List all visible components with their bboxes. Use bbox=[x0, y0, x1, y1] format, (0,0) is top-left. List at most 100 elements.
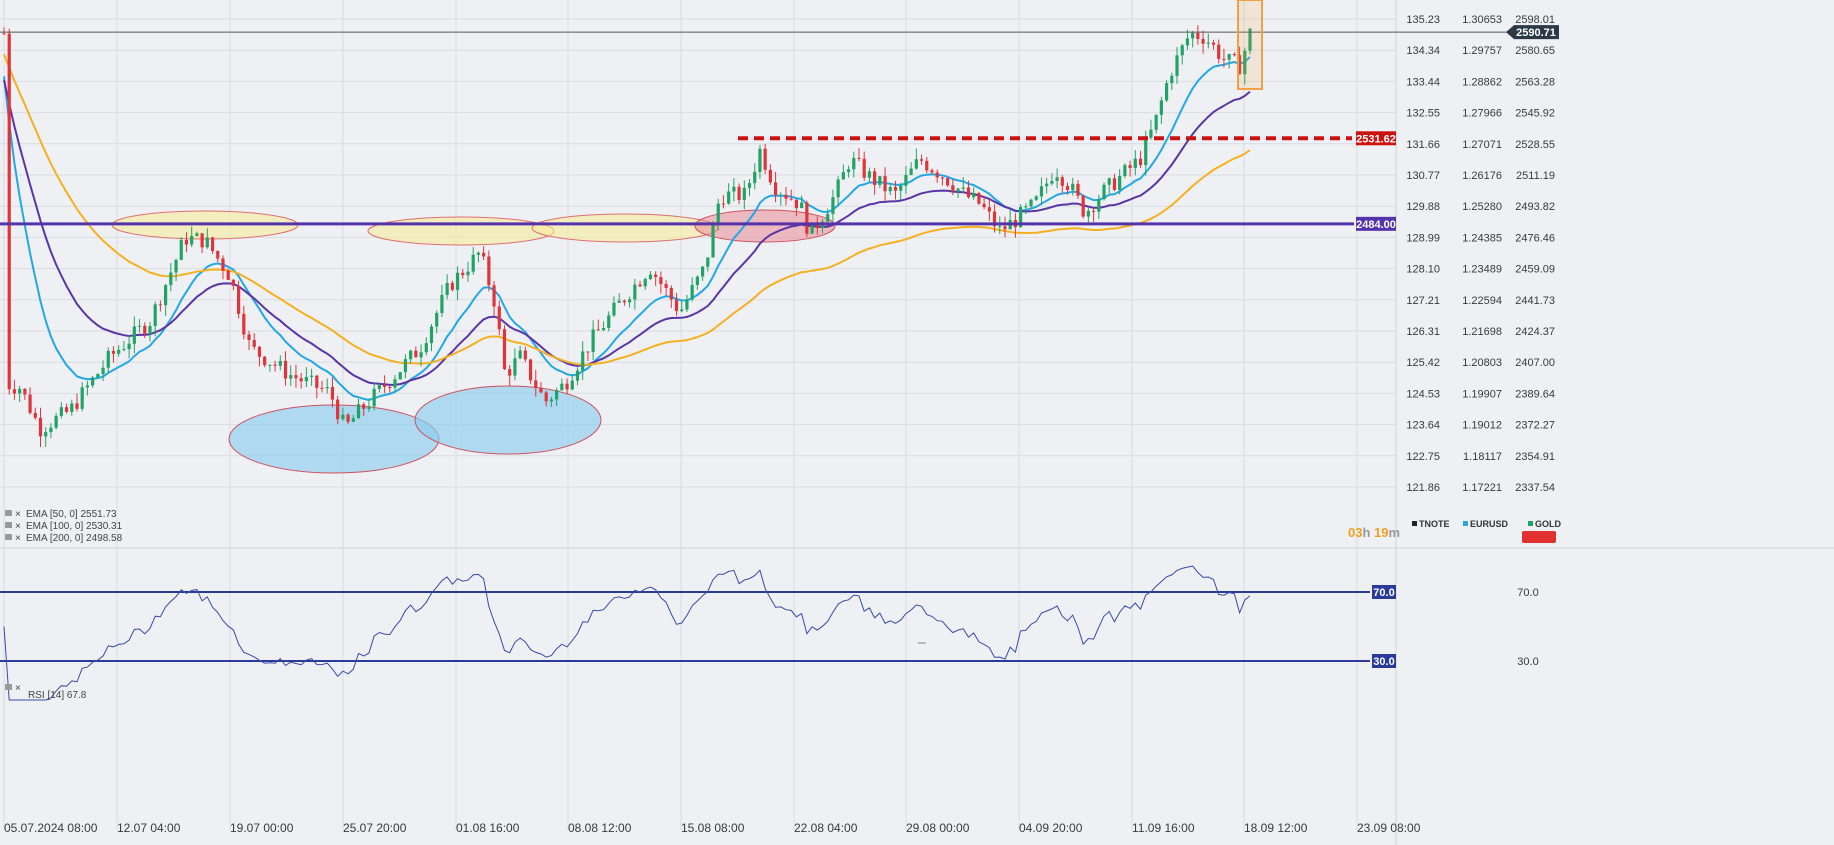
candle-body bbox=[28, 394, 32, 413]
candle-body bbox=[862, 158, 866, 178]
legend-icon bbox=[5, 510, 12, 516]
candle-body bbox=[273, 364, 277, 366]
candle-body bbox=[38, 417, 43, 437]
candle-body bbox=[80, 387, 84, 409]
countdown-timer: 03h 19m bbox=[1348, 525, 1400, 540]
candle-body bbox=[497, 306, 501, 330]
candle-body bbox=[523, 350, 527, 360]
candle-body bbox=[977, 192, 981, 204]
candle-body bbox=[320, 387, 324, 389]
ema-line-200 bbox=[3, 53, 1251, 366]
candle-body bbox=[195, 233, 199, 236]
candle-body bbox=[873, 171, 877, 185]
candle-body bbox=[132, 326, 136, 344]
candle-body bbox=[1076, 183, 1080, 196]
tnote-axis-label: 128.99 bbox=[1406, 232, 1440, 244]
tnote-axis-label: 129.88 bbox=[1406, 201, 1440, 213]
candle-body bbox=[695, 276, 699, 285]
candle-body bbox=[237, 285, 241, 314]
candle-body bbox=[909, 168, 913, 175]
symbol-marker bbox=[1412, 521, 1417, 526]
candle-body bbox=[987, 207, 991, 212]
gold-axis-label: 2424.37 bbox=[1515, 326, 1555, 338]
candle-body bbox=[763, 148, 767, 170]
symbol-label: EURUSD bbox=[1470, 519, 1509, 529]
gold-axis-label: 2580.65 bbox=[1515, 45, 1555, 57]
candle-body bbox=[852, 157, 856, 170]
candle-body bbox=[690, 284, 694, 300]
countdown-part: m bbox=[1389, 525, 1401, 540]
highlight-box bbox=[1237, 0, 1263, 90]
candle-body bbox=[899, 185, 903, 191]
candle-body bbox=[737, 186, 741, 200]
x-tick-label: 25.07 20:00 bbox=[343, 821, 407, 835]
candle-body bbox=[1034, 196, 1038, 200]
candle-body bbox=[596, 329, 600, 331]
candle-body bbox=[1128, 165, 1132, 168]
candle-body bbox=[1055, 177, 1059, 182]
candle-body bbox=[789, 198, 793, 200]
candle-body bbox=[638, 284, 642, 287]
candle-body bbox=[1138, 158, 1143, 166]
candle-body bbox=[581, 351, 585, 371]
candles bbox=[2, 25, 1252, 447]
candle-body bbox=[1081, 195, 1085, 217]
candle-body bbox=[1232, 54, 1236, 56]
candle-body bbox=[169, 272, 173, 286]
candle-body bbox=[148, 326, 152, 335]
candle-body bbox=[925, 160, 929, 171]
candle-body bbox=[826, 213, 830, 222]
gold-axis-label: 2528.55 bbox=[1515, 139, 1555, 151]
candle-body bbox=[706, 257, 710, 267]
rsi-legend-icon bbox=[5, 684, 12, 690]
candle-body bbox=[325, 386, 329, 389]
current-price-tag bbox=[1506, 25, 1559, 40]
tnote-axis-label: 121.86 bbox=[1406, 482, 1440, 494]
candle-body bbox=[440, 294, 444, 313]
breakout-zone bbox=[694, 209, 836, 243]
candle-body bbox=[659, 277, 663, 284]
candle-body bbox=[742, 187, 746, 200]
eurusd-axis-label: 1.26176 bbox=[1462, 170, 1502, 182]
candle-body bbox=[315, 375, 319, 388]
candle-body bbox=[409, 350, 413, 360]
candle-body bbox=[800, 202, 804, 209]
candle-body bbox=[210, 237, 215, 251]
countdown-part: 03 bbox=[1348, 525, 1362, 540]
candle-body bbox=[106, 350, 110, 368]
candle-body bbox=[878, 176, 882, 185]
candle-body bbox=[549, 399, 554, 402]
eurusd-axis-label: 1.17221 bbox=[1462, 482, 1502, 494]
gold-axis-label: 2511.19 bbox=[1516, 170, 1555, 182]
candle-body bbox=[732, 186, 736, 192]
candle-body bbox=[179, 239, 183, 260]
rsi-tag-70-label: 70.0 bbox=[1373, 587, 1394, 599]
candle-body bbox=[555, 390, 559, 400]
eurusd-axis-label: 1.18117 bbox=[1463, 451, 1502, 463]
candle-body bbox=[85, 385, 90, 388]
candle-body bbox=[471, 254, 475, 272]
candle-body bbox=[341, 414, 345, 420]
candle-body bbox=[1071, 183, 1075, 190]
candle-body bbox=[1175, 55, 1179, 76]
gold-axis-label: 2476.46 bbox=[1515, 232, 1555, 244]
candle-body bbox=[44, 432, 48, 437]
candle-body bbox=[711, 224, 715, 258]
candle-body bbox=[560, 383, 564, 391]
candle-body bbox=[982, 203, 986, 208]
candle-body bbox=[513, 358, 517, 376]
candle-body bbox=[669, 287, 673, 300]
legend-entry: EMA [50, 0] 2551.73 bbox=[26, 509, 117, 520]
candle-body bbox=[1180, 45, 1184, 56]
candle-body bbox=[1201, 39, 1205, 44]
symbol-label: GOLD bbox=[1535, 519, 1561, 529]
eurusd-axis-label: 1.25280 bbox=[1462, 201, 1502, 213]
candle-body bbox=[753, 171, 757, 184]
candle-body bbox=[1211, 42, 1216, 45]
candle-body bbox=[539, 387, 543, 393]
candle-body bbox=[127, 343, 131, 350]
candle-body bbox=[998, 226, 1002, 228]
candle-body bbox=[372, 388, 376, 407]
legend-close-icon: × bbox=[15, 521, 21, 532]
